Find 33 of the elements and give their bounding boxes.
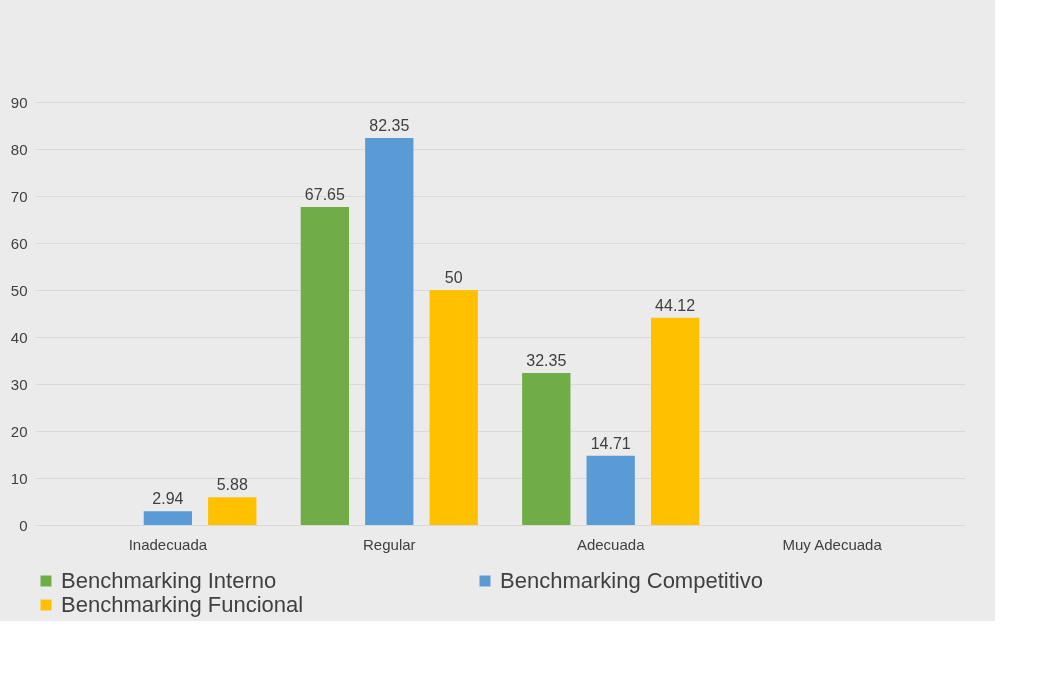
legend-label: Benchmarking Funcional: [61, 592, 304, 617]
data-label: 14.71: [590, 434, 631, 452]
y-tick-label: 40: [10, 328, 28, 346]
y-tick-label: 90: [10, 93, 28, 111]
legend-label: Benchmarking Competitivo: [500, 568, 763, 593]
bar: [365, 137, 414, 525]
y-tick-label: 50: [10, 281, 28, 299]
bar: [143, 511, 193, 525]
x-tick-label: Inadecuada: [128, 535, 208, 553]
bar: [429, 290, 478, 525]
data-label: 50: [444, 269, 463, 286]
x-tick-label: Muy Adecuada: [782, 535, 883, 553]
data-label: 32.35: [526, 351, 567, 369]
y-tick-label: 70: [10, 187, 28, 205]
data-label: 44.12: [655, 296, 696, 314]
y-tick-label: 30: [10, 375, 28, 393]
y-tick-label: 10: [10, 469, 28, 487]
y-tick-label: 20: [10, 422, 28, 440]
data-label: 82.35: [369, 116, 410, 134]
y-tick-label: 60: [10, 234, 28, 252]
bar: [586, 455, 635, 525]
data-label: 2.94: [152, 490, 184, 508]
x-tick-label: Regular: [363, 535, 416, 553]
data-label: 67.65: [304, 186, 345, 204]
data-label: 5.88: [216, 476, 248, 494]
bar: [300, 207, 350, 525]
legend-label: Benchmarking Interno: [61, 568, 277, 593]
y-tick-label: 80: [10, 140, 28, 158]
bar: [650, 317, 700, 525]
y-tick-label: 0: [19, 516, 28, 534]
x-tick-label: Adecuada: [576, 535, 646, 553]
bar: [208, 497, 257, 525]
bar: [522, 372, 571, 525]
